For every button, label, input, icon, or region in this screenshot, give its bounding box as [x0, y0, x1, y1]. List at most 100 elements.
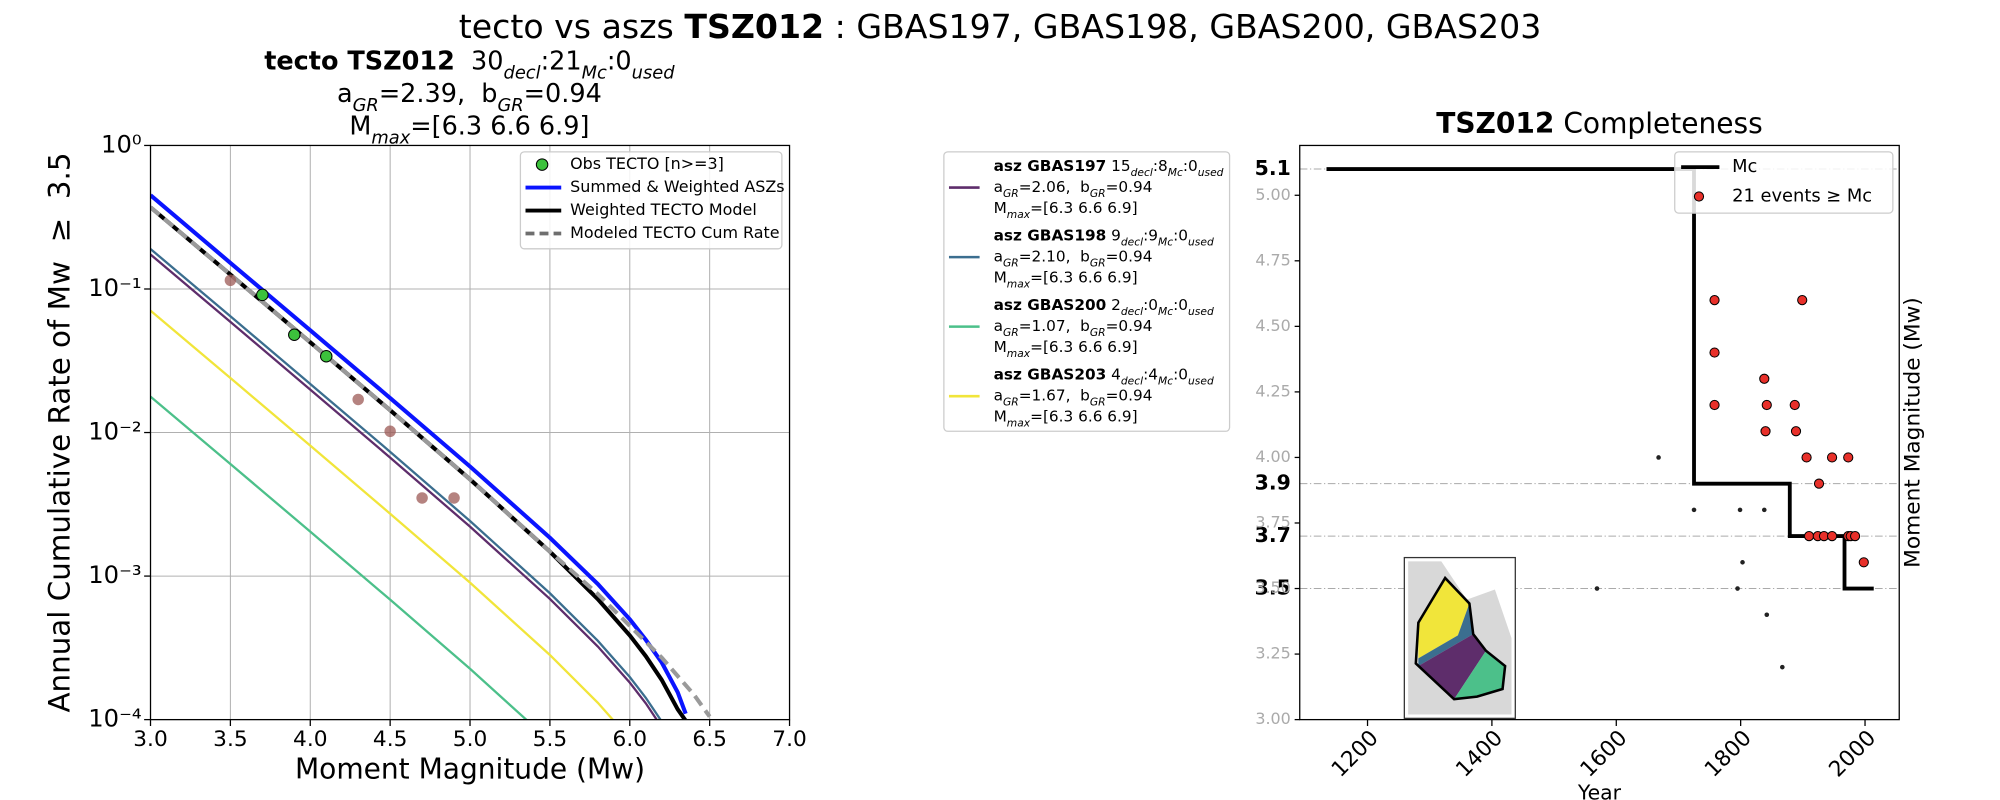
data-point [1789, 399, 1800, 411]
data-point [448, 492, 460, 504]
chart-title: aGR=2.39, bGR=0.94 [337, 79, 602, 116]
legend-detail-part: =2.10, b [1019, 247, 1090, 265]
x-tick-label: 7.0 [772, 727, 806, 752]
mc-tick-label: 5.1 [1255, 156, 1291, 180]
data-point [1709, 295, 1720, 306]
legend-detail-part: =[6.3 6.6 6.9] [1030, 338, 1137, 356]
legend-detail-part: M [994, 198, 1007, 216]
data-point [1780, 664, 1785, 670]
zone-green [1454, 650, 1506, 700]
chart-title-part: Mc [582, 62, 607, 83]
data-point [1737, 507, 1743, 513]
legend-label: Obs TECTO [n>=3] [570, 154, 724, 173]
y-tick-label: 10⁰ [101, 130, 142, 158]
y-tick-label: 3.25 [1255, 644, 1290, 663]
legend-marker [1693, 191, 1705, 202]
legend-detail-part: Mc [1158, 374, 1173, 387]
legend-detail-part: =0.94 [1106, 316, 1153, 334]
data-point [1843, 452, 1854, 463]
x-tick-label: 1600 [1576, 726, 1633, 783]
y-axis-label: Annual Cumulative Rate of Mw ≥ 3.5 [43, 153, 77, 713]
x-tick-label: 4.5 [373, 727, 407, 752]
data-point [1740, 560, 1745, 565]
chart-title-part: GR [497, 95, 523, 116]
legend-detail: Mmax=[6.3 6.6 6.9] [994, 268, 1138, 290]
legend-detail-part: Mc [1158, 235, 1173, 248]
data-point [1709, 347, 1720, 358]
legend-panel [943, 151, 1231, 432]
legend-detail-part: =0.94 [1106, 177, 1153, 195]
data-point [1826, 530, 1838, 542]
legend-detail-part: used [1188, 304, 1214, 317]
x-tick-label: 6.0 [613, 727, 647, 752]
y-tick-label: 4.25 [1255, 381, 1290, 400]
data-point [288, 328, 301, 342]
x-tick-label: 5.5 [533, 727, 567, 752]
series-line [150, 193, 688, 715]
legend-label: Modeled TECTO Cum Rate [570, 223, 779, 242]
data-point [1858, 557, 1869, 568]
legend-detail-part: max [1007, 347, 1031, 360]
chart-title-part: Completeness [1554, 107, 1762, 140]
legend-label: 21 events ≥ Mc [1732, 185, 1872, 206]
legend-detail: asz GBAS198 9decl:9Mc:0used [994, 226, 1214, 248]
inset-map [1403, 556, 1516, 719]
legend-detail-part: :0 [1173, 226, 1188, 244]
y-tick-label: 4.00 [1255, 447, 1290, 466]
legend-detail-part: GR [1003, 395, 1019, 408]
legend-detail-part: M [994, 407, 1007, 425]
legend-detail: aGR=1.67, bGR=0.94 [994, 386, 1153, 408]
series-line [1326, 167, 1874, 591]
legend-detail-part: =[6.3 6.6 6.9] [1030, 268, 1137, 286]
series-line [150, 253, 659, 720]
chart-title-part: =0.94 [524, 79, 602, 109]
chart-title-part: tecto TSZ012 [264, 47, 455, 77]
legend-detail-part: GR [1003, 325, 1019, 338]
chart-title-part: GR [353, 95, 379, 116]
x-tick-label: 3.0 [133, 727, 167, 752]
y-tick-label: 5.00 [1255, 185, 1290, 204]
chart-title-part: used [632, 62, 676, 83]
legend-box [519, 151, 783, 250]
zone-outline [1414, 575, 1507, 701]
data-point [1761, 507, 1767, 513]
y-tick-label: 3.75 [1255, 512, 1290, 531]
legend-detail-part: 2 [1106, 295, 1121, 313]
data-point [1803, 530, 1815, 542]
series-line [150, 205, 712, 718]
legend-detail-part: asz GBAS203 [994, 365, 1107, 383]
legend-detail-part: Mc [1168, 165, 1183, 178]
chart-title-part: a [337, 79, 353, 109]
legend-label: Summed & Weighted ASZs [570, 177, 784, 196]
legend-detail-part: :0 [1143, 295, 1158, 313]
legend-detail-part: asz GBAS197 [994, 156, 1107, 174]
chart-title: Mmax=[6.3 6.6 6.9] [349, 112, 589, 149]
data-point [1656, 455, 1661, 460]
legend-detail: aGR=2.10, bGR=0.94 [994, 247, 1153, 269]
legend-detail-part: GR [1090, 395, 1106, 408]
chart-title-part: :21 [541, 47, 582, 77]
figure-title-part: : GBAS197, GBAS198, GBAS200, GBAS203 [824, 7, 1541, 46]
legend-detail-part: GR [1003, 186, 1019, 199]
legend-detail-part: decl [1121, 374, 1143, 387]
data-point [1709, 399, 1720, 411]
data-point [1849, 530, 1861, 542]
legend-detail-part: max [1007, 207, 1031, 220]
data-point [1735, 586, 1740, 591]
legend-detail-part: 9 [1106, 226, 1121, 244]
series-line [150, 395, 528, 720]
legend-label: Mc [1732, 156, 1757, 177]
legend-detail-part: GR [1090, 256, 1106, 269]
x-tick-label: 1400 [1451, 726, 1508, 783]
data-point [1826, 452, 1838, 463]
legend-detail-part: =0.94 [1106, 386, 1153, 404]
plot-content [150, 193, 712, 720]
legend-detail-part: decl [1121, 235, 1143, 248]
y-tick-label: 10⁻² [88, 418, 141, 446]
x-tick-label: 5.0 [453, 727, 487, 752]
y-tick-label: 10⁻¹ [88, 274, 141, 302]
y-axis-label: Moment Magnitude (Mw) [1900, 297, 1925, 568]
data-point [416, 492, 428, 504]
data-point [224, 274, 237, 287]
